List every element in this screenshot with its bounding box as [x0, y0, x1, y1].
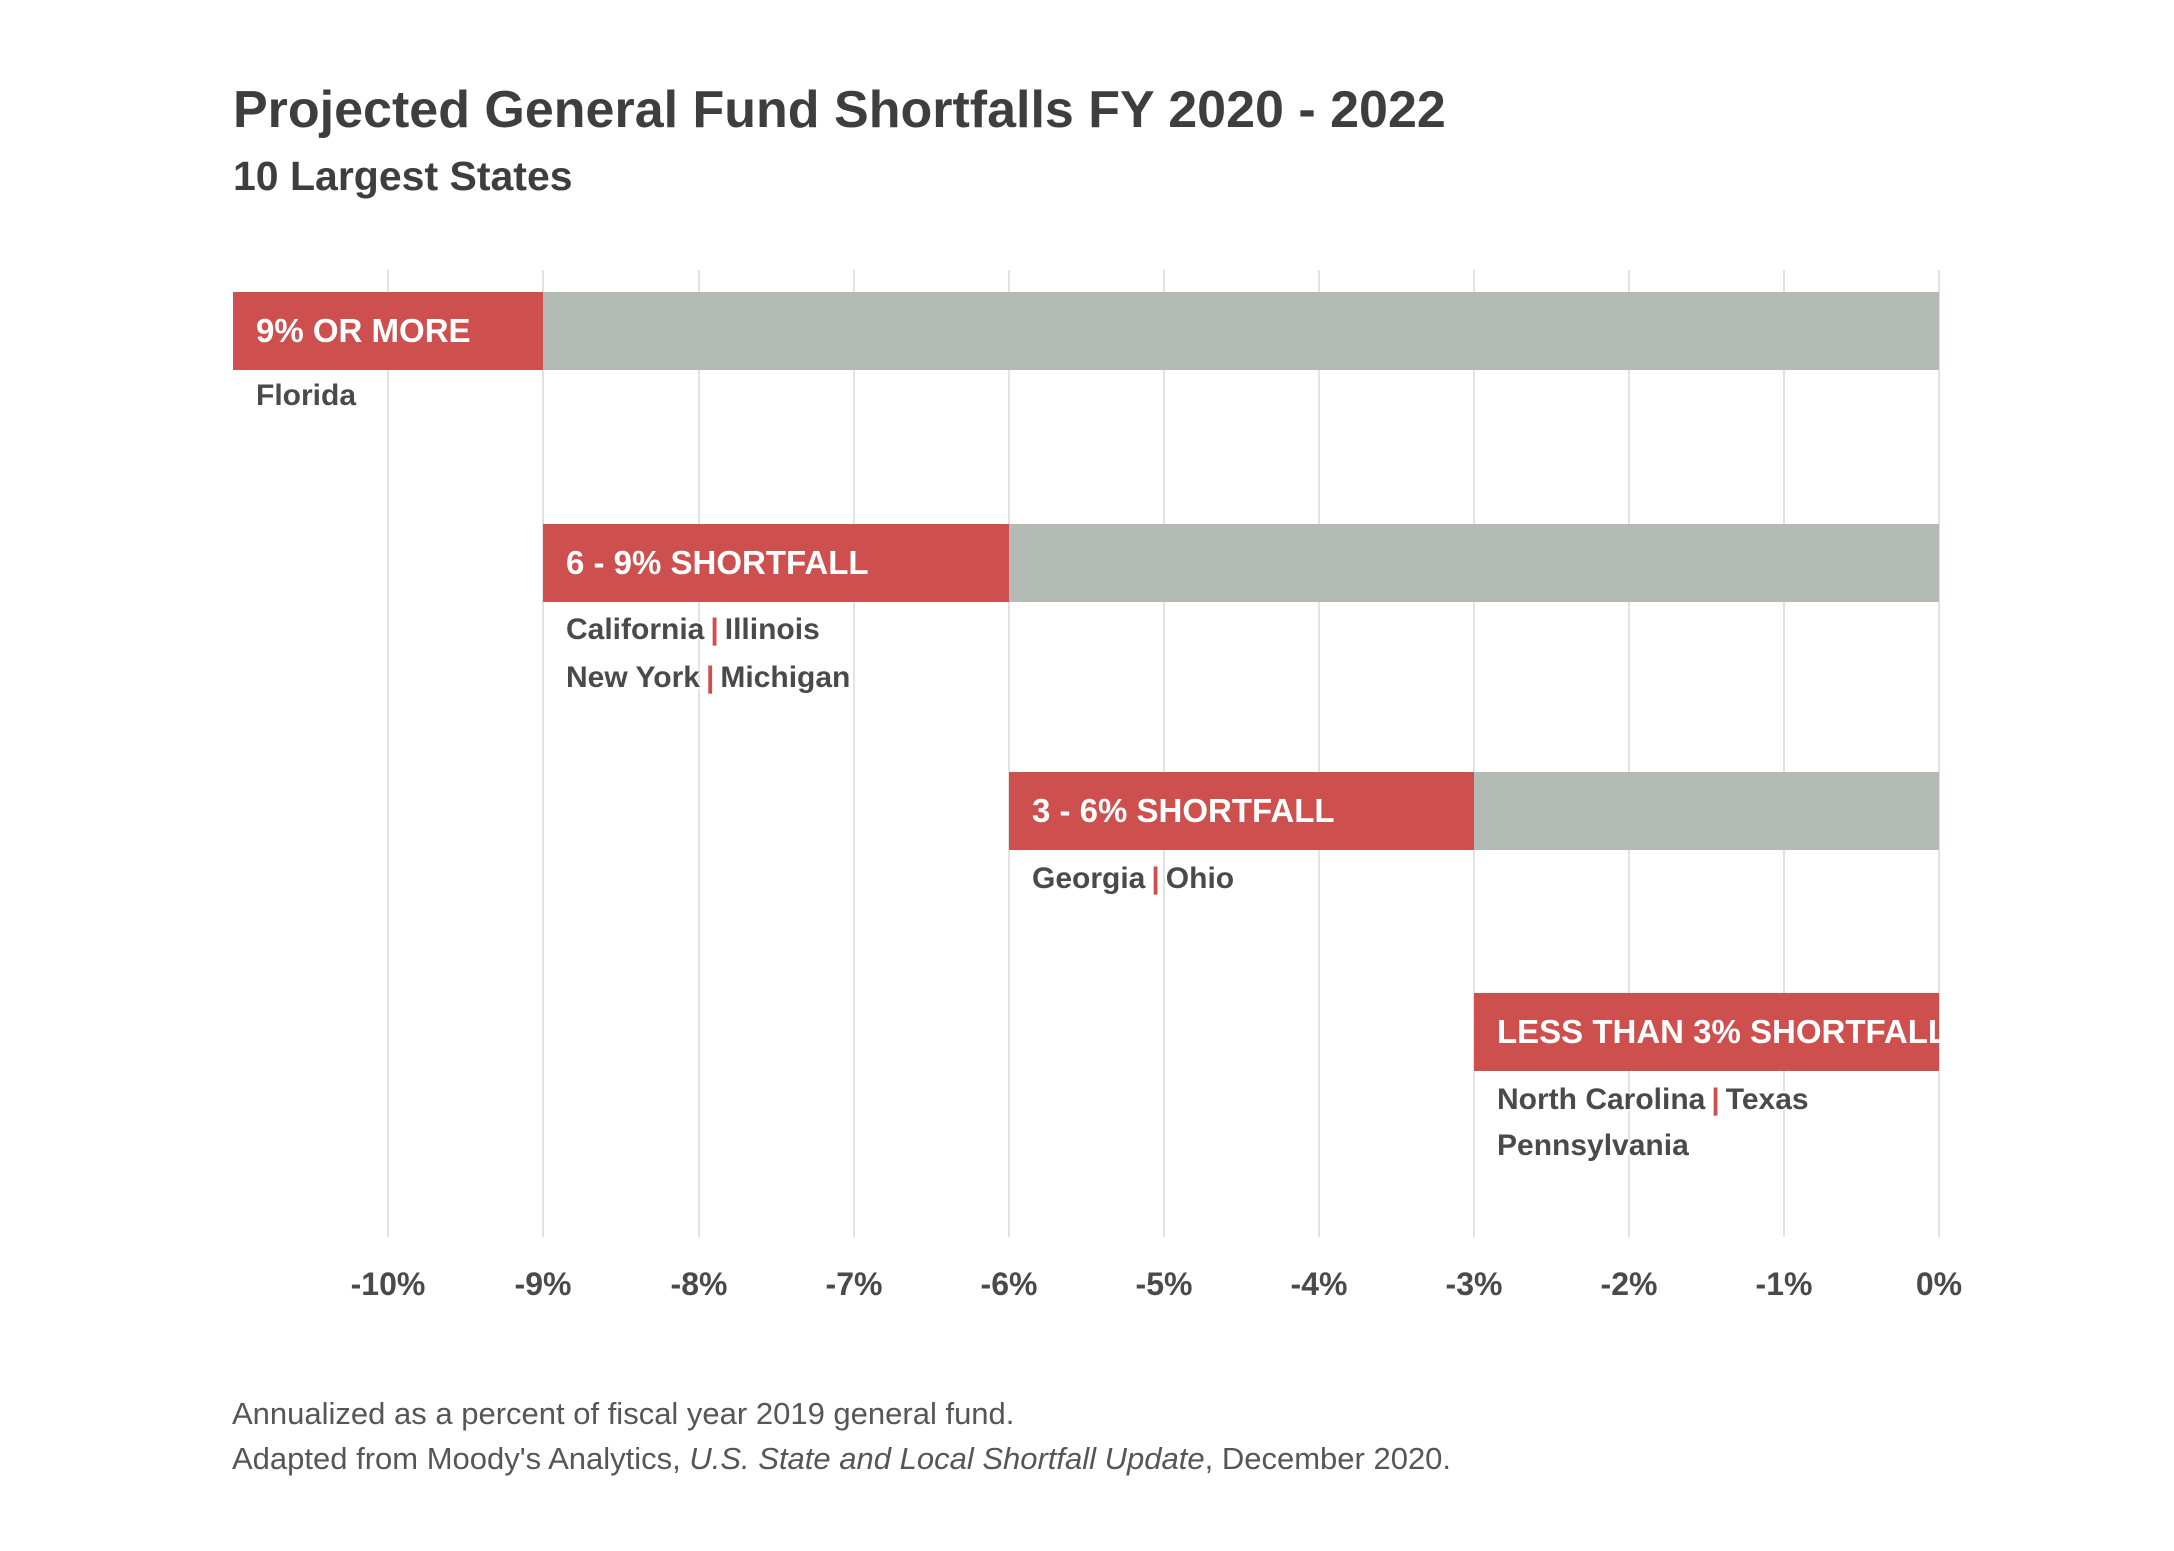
chart-title: Projected General Fund Shortfalls FY 202… — [233, 81, 1446, 139]
state-separator: | — [1711, 1083, 1720, 1116]
axis-tick-label: -1% — [1755, 1266, 1813, 1302]
gridline — [853, 270, 855, 1237]
axis-tick-label: -4% — [1290, 1266, 1348, 1302]
axis-tick-label: -6% — [980, 1266, 1038, 1302]
footer-notes: Annualized as a percent of fiscal year 2… — [232, 1392, 1451, 1482]
state-name: Florida — [256, 379, 357, 412]
state-list-less-3-line1: North Carolina | Texas — [1497, 1085, 1809, 1115]
state-list-3-6: Georgia | Ohio — [1032, 864, 1234, 894]
bar-segment-remainder — [1009, 524, 1939, 602]
gridline — [1163, 270, 1165, 1237]
bar-row-6-9: 6 - 9% SHORTFALL — [0, 524, 2174, 602]
state-name: Michigan — [720, 661, 851, 694]
gridline — [1783, 270, 1785, 1237]
state-list-less-3-line2: Pennsylvania — [1497, 1131, 1689, 1161]
bar-label: 9% OR MORE — [256, 312, 471, 349]
state-name: Texas — [1725, 1083, 1809, 1116]
axis-tick-label: -8% — [670, 1266, 728, 1302]
bar-row-3-6: 3 - 6% SHORTFALL — [0, 772, 2174, 850]
axis-tick-label: -9% — [514, 1266, 572, 1302]
footer-note-text: Annualized as a percent of fiscal year 2… — [232, 1396, 1015, 1431]
gridline — [698, 270, 700, 1237]
state-list-9-or-more: Florida — [256, 381, 356, 411]
bar-label: 6 - 9% SHORTFALL — [566, 544, 869, 581]
gridline-zero — [1938, 270, 1940, 1237]
gridline — [1628, 270, 1630, 1237]
gridline — [387, 270, 389, 1237]
footer-source-suffix: , December 2020. — [1204, 1440, 1452, 1476]
bar-segment-shortfall: 3 - 6% SHORTFALL — [1009, 772, 1474, 850]
state-separator: | — [1151, 862, 1160, 895]
footer-line1: Annualized as a percent of fiscal year 2… — [232, 1392, 1451, 1437]
state-name: Ohio — [1165, 862, 1235, 895]
state-name: California — [566, 613, 705, 646]
bar-row-less-3: LESS THAN 3% SHORTFALL — [0, 993, 2174, 1071]
axis-tick-label: -2% — [1600, 1266, 1658, 1302]
state-name: North Carolina — [1497, 1083, 1706, 1116]
axis-tick-label: -5% — [1135, 1266, 1193, 1302]
bar-segment-shortfall: 9% OR MORE — [233, 292, 543, 370]
axis-tick-label: 0% — [1915, 1266, 1963, 1302]
bar-segment-remainder — [543, 292, 1939, 370]
axis-tick-label: -7% — [825, 1266, 883, 1302]
footer-source-prefix: Adapted from Moody's Analytics, — [232, 1440, 690, 1476]
state-list-6-9-line2: New York | Michigan — [566, 663, 850, 693]
bar-label: LESS THAN 3% SHORTFALL — [1497, 1013, 1949, 1050]
bar-segment-remainder — [1474, 772, 1939, 850]
gridline — [1008, 270, 1010, 1237]
state-name: Pennsylvania — [1497, 1129, 1689, 1162]
state-name: Illinois — [724, 613, 820, 646]
gridline — [1318, 270, 1320, 1237]
bar-label: 3 - 6% SHORTFALL — [1032, 792, 1335, 829]
state-separator: | — [710, 613, 719, 646]
state-name: New York — [566, 661, 700, 694]
footer-line2: Adapted from Moody's Analytics, U.S. Sta… — [232, 1437, 1451, 1482]
axis-tick-label: -3% — [1445, 1266, 1503, 1302]
state-separator: | — [705, 661, 715, 694]
state-list-6-9-line1: California | Illinois — [566, 615, 820, 645]
bar-segment-shortfall: LESS THAN 3% SHORTFALL — [1474, 993, 1949, 1071]
axis-tick-label: -10% — [350, 1266, 426, 1302]
gridline — [1473, 270, 1475, 1237]
chart-subtitle: 10 Largest States — [233, 153, 573, 199]
gridline — [542, 270, 544, 1237]
footer-source-title: U.S. State and Local Shortfall Update — [689, 1440, 1205, 1476]
state-name: Georgia — [1032, 862, 1146, 895]
bar-row-9-or-more: 9% OR MORE — [0, 292, 2174, 370]
bar-segment-shortfall: 6 - 9% SHORTFALL — [543, 524, 1009, 602]
